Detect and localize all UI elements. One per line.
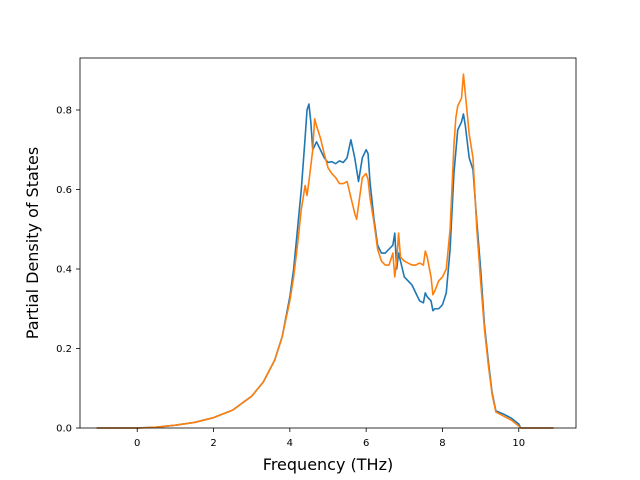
- y-tick-label: 0.4: [56, 265, 72, 276]
- x-tick-label: 6: [363, 438, 369, 449]
- y-tick-label: 0.8: [56, 106, 72, 117]
- y-axis-label: Partial Density of States: [23, 147, 42, 339]
- x-tick-label: 4: [287, 438, 293, 449]
- series-line-1: [96, 103, 554, 429]
- x-axis-label: Frequency (THz): [263, 455, 393, 474]
- x-axis-ticks: 0 2 4 6 8 10: [134, 428, 525, 449]
- plot-lines: [96, 73, 554, 429]
- x-tick-label: 0: [134, 438, 140, 449]
- y-tick-label: 0.0: [56, 424, 72, 435]
- y-tick-label: 0.2: [56, 344, 72, 355]
- x-tick-label: 8: [439, 438, 445, 449]
- x-tick-label: 10: [512, 438, 525, 449]
- x-tick-label: 2: [210, 438, 216, 449]
- y-axis-ticks: 0.0 0.2 0.4 0.6 0.8: [56, 106, 80, 435]
- y-tick-label: 0.6: [56, 185, 72, 196]
- series-line-2: [96, 73, 554, 429]
- axes-frame: [79, 57, 577, 429]
